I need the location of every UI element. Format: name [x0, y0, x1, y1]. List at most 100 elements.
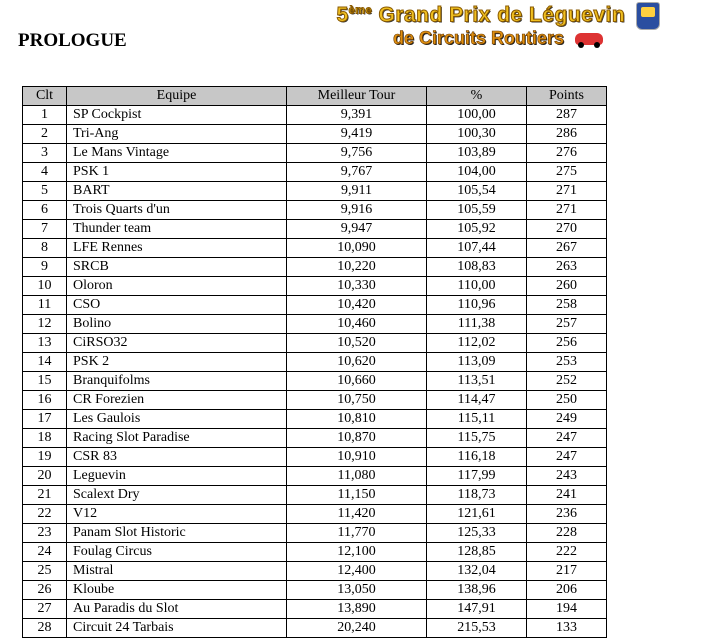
table-header-row: Clt Equipe Meilleur Tour % Points [23, 87, 607, 106]
cell-pct: 215,53 [427, 619, 527, 638]
cell-lap: 9,756 [287, 144, 427, 163]
cell-equipe: CSO [67, 296, 287, 315]
cell-clt: 22 [23, 505, 67, 524]
banner-subtitle: de Circuits Routiers [393, 28, 564, 48]
cell-lap: 9,767 [287, 163, 427, 182]
table-row: 3Le Mans Vintage9,756103,89276 [23, 144, 607, 163]
cell-lap: 9,916 [287, 201, 427, 220]
cell-pct: 115,75 [427, 429, 527, 448]
cell-clt: 15 [23, 372, 67, 391]
cell-equipe: Au Paradis du Slot [67, 600, 287, 619]
cell-lap: 9,391 [287, 106, 427, 125]
cell-pts: 271 [527, 201, 607, 220]
cell-pct: 107,44 [427, 239, 527, 258]
table-row: 20Leguevin11,080117,99243 [23, 467, 607, 486]
cell-lap: 10,520 [287, 334, 427, 353]
col-header-pct: % [427, 87, 527, 106]
table-row: 18Racing Slot Paradise10,870115,75247 [23, 429, 607, 448]
cell-clt: 13 [23, 334, 67, 353]
page: 5ème Grand Prix de Léguevin de Circuits … [0, 0, 710, 640]
cell-lap: 13,050 [287, 581, 427, 600]
cell-pts: 252 [527, 372, 607, 391]
cell-pts: 287 [527, 106, 607, 125]
table-row: 12Bolino10,460111,38257 [23, 315, 607, 334]
cell-pts: 247 [527, 429, 607, 448]
cell-lap: 10,750 [287, 391, 427, 410]
cell-equipe: Leguevin [67, 467, 287, 486]
results-table: Clt Equipe Meilleur Tour % Points 1SP Co… [22, 86, 607, 638]
cell-pct: 125,33 [427, 524, 527, 543]
cell-equipe: PSK 1 [67, 163, 287, 182]
table-row: 10Oloron10,330110,00260 [23, 277, 607, 296]
cell-lap: 11,150 [287, 486, 427, 505]
cell-pts: 270 [527, 220, 607, 239]
cell-clt: 28 [23, 619, 67, 638]
table-row: 23Panam Slot Historic11,770125,33228 [23, 524, 607, 543]
cell-lap: 9,911 [287, 182, 427, 201]
cell-clt: 26 [23, 581, 67, 600]
table-row: 14PSK 210,620113,09253 [23, 353, 607, 372]
table-row: 11CSO10,420110,96258 [23, 296, 607, 315]
table-row: 16CR Forezien10,750114,47250 [23, 391, 607, 410]
cell-equipe: Le Mans Vintage [67, 144, 287, 163]
cell-pts: 263 [527, 258, 607, 277]
cell-equipe: BART [67, 182, 287, 201]
cell-equipe: PSK 2 [67, 353, 287, 372]
cell-lap: 10,460 [287, 315, 427, 334]
cell-equipe: Circuit 24 Tarbais [67, 619, 287, 638]
cell-equipe: Tri-Ang [67, 125, 287, 144]
cell-lap: 12,100 [287, 543, 427, 562]
cell-pts: 249 [527, 410, 607, 429]
cell-pts: 253 [527, 353, 607, 372]
cell-clt: 1 [23, 106, 67, 125]
cell-lap: 20,240 [287, 619, 427, 638]
banner-edition-suffix: ème [349, 5, 373, 17]
cell-equipe: Les Gaulois [67, 410, 287, 429]
event-banner: 5ème Grand Prix de Léguevin de Circuits … [298, 2, 698, 49]
table-row: 25Mistral12,400132,04217 [23, 562, 607, 581]
cell-pts: 206 [527, 581, 607, 600]
cell-pts: 257 [527, 315, 607, 334]
table-row: 7Thunder team9,947105,92270 [23, 220, 607, 239]
cell-pts: 228 [527, 524, 607, 543]
cell-pct: 111,38 [427, 315, 527, 334]
cell-pct: 117,99 [427, 467, 527, 486]
cell-lap: 11,770 [287, 524, 427, 543]
cell-pct: 118,73 [427, 486, 527, 505]
table-row: 21Scalext Dry11,150118,73241 [23, 486, 607, 505]
table-row: 28Circuit 24 Tarbais20,240215,53133 [23, 619, 607, 638]
banner-title-rest: Grand Prix de Léguevin [372, 4, 625, 27]
banner-title-line1: 5ème Grand Prix de Léguevin [298, 2, 698, 30]
cell-clt: 3 [23, 144, 67, 163]
table-row: 15Branquifolms10,660113,51252 [23, 372, 607, 391]
results-table-wrap: Clt Equipe Meilleur Tour % Points 1SP Co… [22, 86, 607, 638]
cell-pts: 247 [527, 448, 607, 467]
cell-equipe: CR Forezien [67, 391, 287, 410]
cell-pts: 275 [527, 163, 607, 182]
cell-clt: 7 [23, 220, 67, 239]
cell-pct: 116,18 [427, 448, 527, 467]
cell-pts: 217 [527, 562, 607, 581]
cell-pct: 114,47 [427, 391, 527, 410]
cell-lap: 10,090 [287, 239, 427, 258]
cell-lap: 9,419 [287, 125, 427, 144]
cell-pct: 110,00 [427, 277, 527, 296]
cell-clt: 16 [23, 391, 67, 410]
cell-clt: 21 [23, 486, 67, 505]
cell-equipe: Foulag Circus [67, 543, 287, 562]
table-row: 1SP Cockpist9,391100,00287 [23, 106, 607, 125]
cell-lap: 11,080 [287, 467, 427, 486]
cell-clt: 9 [23, 258, 67, 277]
cell-clt: 10 [23, 277, 67, 296]
cell-pts: 243 [527, 467, 607, 486]
cell-pts: 236 [527, 505, 607, 524]
cell-pct: 104,00 [427, 163, 527, 182]
cell-clt: 27 [23, 600, 67, 619]
table-row: 4PSK 19,767104,00275 [23, 163, 607, 182]
table-row: 27Au Paradis du Slot13,890147,91194 [23, 600, 607, 619]
table-row: 6Trois Quarts d'un9,916105,59271 [23, 201, 607, 220]
cell-clt: 25 [23, 562, 67, 581]
table-row: 13CiRSO3210,520112,02256 [23, 334, 607, 353]
cell-pts: 276 [527, 144, 607, 163]
col-header-pts: Points [527, 87, 607, 106]
